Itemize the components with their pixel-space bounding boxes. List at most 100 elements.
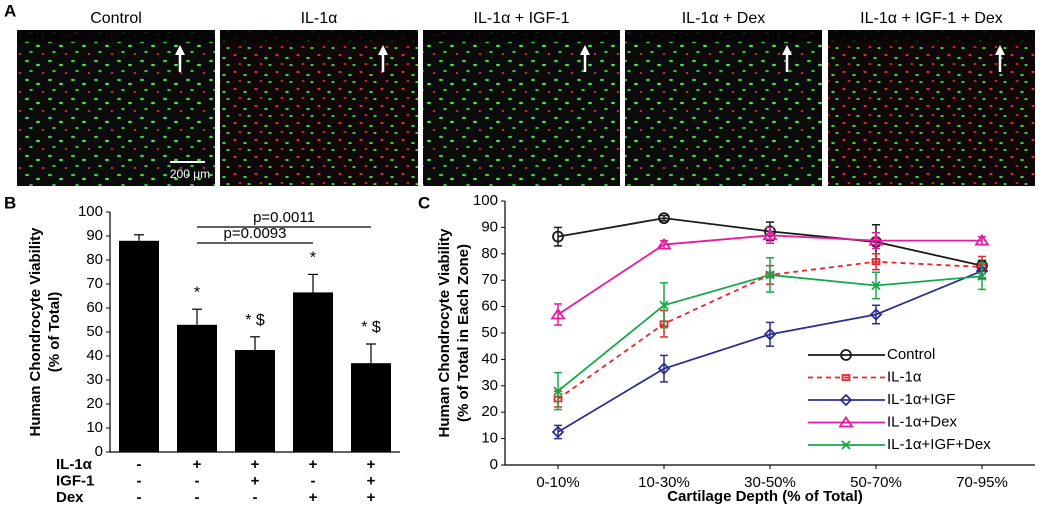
x-tick-label: 30-50% <box>744 474 796 491</box>
y-axis-label: (% of Total) <box>46 292 63 373</box>
y-tick-label: 70 <box>481 271 498 288</box>
point <box>552 230 564 243</box>
treatment-sign: - <box>311 472 316 489</box>
treatment-sign: - <box>137 489 142 506</box>
y-tick-label: 50 <box>86 323 103 340</box>
y-tick-label: 60 <box>86 299 103 316</box>
y-tick-label: 100 <box>78 203 103 220</box>
y-tick-label: 30 <box>86 371 103 388</box>
y-tick-label: 0 <box>95 443 103 460</box>
point <box>868 233 884 246</box>
y-tick-label: 10 <box>86 419 103 436</box>
point <box>841 440 851 450</box>
treatment-sign: - <box>253 489 258 506</box>
scale-label: 200 μm <box>170 167 210 181</box>
bar <box>351 363 391 452</box>
y-tick-label: 20 <box>481 403 498 420</box>
bar <box>119 240 159 452</box>
x-tick-label: 70-95% <box>956 474 1008 491</box>
treatment-name: Dex <box>56 489 84 506</box>
point <box>763 328 777 341</box>
y-tick-label: 90 <box>86 227 103 244</box>
point <box>762 228 778 241</box>
treatment-name: IL-1α <box>56 456 93 473</box>
bar <box>177 324 217 452</box>
comparison-label: p=0.0011 <box>253 209 315 226</box>
image-title: IL-1α + IGF-1 <box>474 10 570 27</box>
y-axis-label: (% of Total in Each Zone) <box>455 244 472 422</box>
legend-label: IL-1α <box>887 368 922 385</box>
point <box>551 425 565 439</box>
y-tick-label: 80 <box>481 245 498 262</box>
point <box>656 237 672 250</box>
y-tick-label: 40 <box>86 347 103 364</box>
x-tick-label: 0-10% <box>536 474 579 491</box>
x-tick-label: 10-30% <box>638 474 690 491</box>
arrow-head <box>782 45 792 55</box>
treatment-sign: - <box>137 456 142 473</box>
y-tick-label: 10 <box>481 430 498 447</box>
treatment-sign: + <box>193 456 202 473</box>
treatment-sign: + <box>367 472 376 489</box>
image-title: IL-1α + Dex <box>682 10 766 27</box>
arrow-head <box>378 45 388 55</box>
point <box>974 233 990 246</box>
micrograph <box>220 30 418 186</box>
legend-label: IL-1α+IGF+Dex <box>887 436 991 453</box>
bar <box>235 350 275 452</box>
treatment-sign: + <box>251 456 260 473</box>
significance-marker: * <box>310 250 316 267</box>
significance-marker: * $ <box>245 312 265 329</box>
point <box>838 415 854 428</box>
treatment-sign: + <box>251 472 260 489</box>
point <box>659 300 669 310</box>
micrograph <box>625 30 822 186</box>
y-axis-label: Human Chondrocyte Viability <box>436 228 453 438</box>
point <box>869 308 883 321</box>
y-tick-label: 20 <box>86 395 103 412</box>
y-axis-label: Human Chondrocyte Viability <box>27 227 44 437</box>
legend-label: IL-1α+Dex <box>887 413 957 430</box>
point <box>977 271 987 281</box>
point <box>553 386 563 396</box>
y-tick-label: 100 <box>473 192 498 209</box>
treatment-sign: + <box>367 489 376 506</box>
surface-band <box>17 30 215 42</box>
point <box>765 270 775 280</box>
bar-chart: 0 10 20 30 40 50 60 70 80 90 100 Human Chondrocyte … <box>27 203 400 506</box>
significance-marker: * $ <box>361 319 381 336</box>
surface-band <box>625 30 822 42</box>
image-title: IL-1α + IGF-1 + Dex <box>860 10 1003 27</box>
surface-band <box>423 30 620 42</box>
micrograph <box>423 30 620 186</box>
arrow-head <box>580 45 590 55</box>
point <box>658 212 670 225</box>
x-tick-label: 50-70% <box>850 474 902 491</box>
y-tick-label: 70 <box>86 275 103 292</box>
y-tick-label: 50 <box>481 324 498 341</box>
treatment-name: IGF-1 <box>56 472 94 489</box>
micrograph <box>17 30 215 186</box>
panel-label: B <box>4 193 16 212</box>
arrow-head <box>175 45 185 55</box>
micrograph-row: Control IL-1α IL-1α + IGF-1 IL-1α + Dex IL-1… <box>17 10 1035 186</box>
bar <box>293 292 333 452</box>
surface-band <box>828 30 1035 42</box>
point <box>840 349 852 361</box>
arrow-head <box>995 45 1005 55</box>
y-tick-label: 90 <box>481 218 498 235</box>
panel-label: A <box>4 1 16 20</box>
treatment-sign: + <box>309 489 318 506</box>
x-axis-label: Cartilage Depth (% of Total) <box>667 488 863 505</box>
legend-label: Control <box>887 346 935 363</box>
y-tick-label: 40 <box>481 350 498 367</box>
treatment-sign: - <box>195 472 200 489</box>
comparison-label: p=0.0093 <box>224 225 287 242</box>
point <box>871 280 881 291</box>
image-title: Control <box>90 10 142 27</box>
image-title: IL-1α <box>301 10 338 27</box>
point <box>657 362 671 375</box>
panel-label: C <box>418 193 430 212</box>
significance-marker: * <box>194 284 200 301</box>
